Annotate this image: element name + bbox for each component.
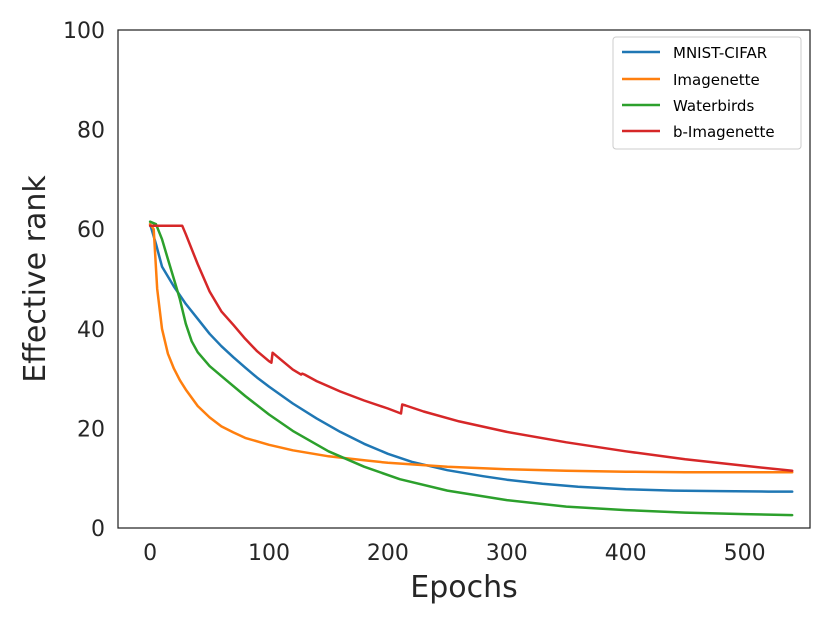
x-tick-label: 100 xyxy=(248,541,290,566)
y-tick-label: 60 xyxy=(77,218,105,243)
x-axis-ticks: 0 100 200 300 400 500 xyxy=(143,541,766,566)
legend-box xyxy=(612,36,802,150)
x-tick-label: 0 xyxy=(143,541,157,566)
y-axis-title: Effective rank xyxy=(18,175,53,383)
y-tick-label: 20 xyxy=(77,417,105,442)
x-tick-label: 300 xyxy=(486,541,528,566)
x-tick-label: 200 xyxy=(367,541,409,566)
y-tick-label: 100 xyxy=(63,19,105,44)
legend-label: b-Imagenette xyxy=(673,123,775,141)
y-tick-label: 80 xyxy=(77,119,105,144)
y-tick-label: 0 xyxy=(91,517,105,542)
x-tick-label: 400 xyxy=(605,541,647,566)
legend: MNIST-CIFAR Imagenette Waterbirds b-Imag… xyxy=(612,36,802,150)
legend-entry: MNIST-CIFAR xyxy=(622,44,767,62)
x-axis-title: Epochs xyxy=(410,570,518,605)
legend-label: Imagenette xyxy=(673,71,760,89)
legend-entry: Waterbirds xyxy=(622,97,754,115)
legend-entry: Imagenette xyxy=(622,71,760,89)
series-line-waterbirds xyxy=(148,220,794,517)
series-line-imagenette xyxy=(148,222,794,474)
series-layer xyxy=(148,220,794,517)
x-tick-label: 500 xyxy=(724,541,766,566)
y-axis-ticks: 0 20 40 60 80 100 xyxy=(63,19,105,542)
legend-label: Waterbirds xyxy=(673,97,754,115)
series-line-b-imagenette xyxy=(148,224,794,472)
series-line-mnist-cifar xyxy=(148,222,794,493)
legend-entry: b-Imagenette xyxy=(622,123,775,141)
legend-label: MNIST-CIFAR xyxy=(673,44,767,62)
plot-frame xyxy=(117,29,811,529)
y-tick-label: 40 xyxy=(77,318,105,343)
